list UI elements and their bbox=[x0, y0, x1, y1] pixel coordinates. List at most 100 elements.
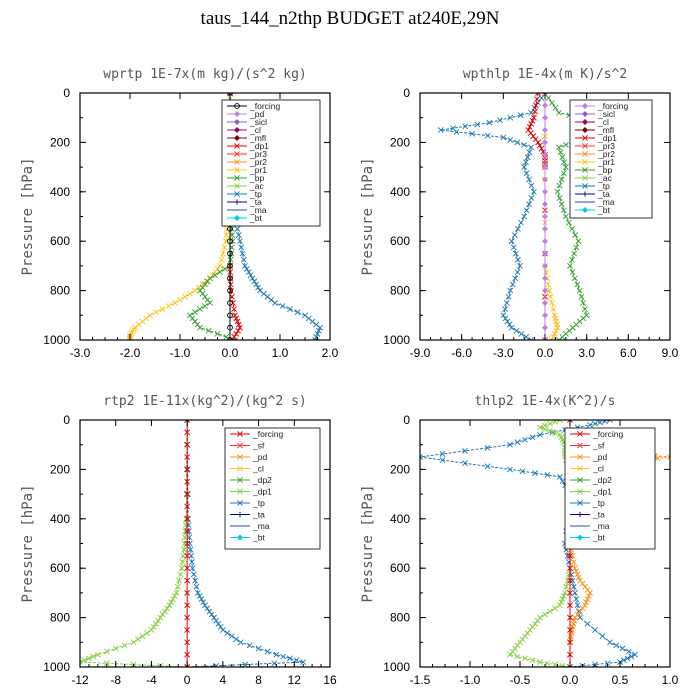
data-point bbox=[613, 642, 620, 649]
data-point bbox=[217, 269, 223, 275]
data-point bbox=[607, 639, 613, 646]
data-point bbox=[235, 327, 242, 334]
data-point bbox=[81, 657, 88, 664]
legend-marker bbox=[577, 442, 583, 449]
data-point bbox=[567, 589, 573, 596]
data-point bbox=[558, 176, 565, 183]
data-point bbox=[202, 602, 208, 609]
data-point bbox=[496, 117, 503, 124]
legend-marker bbox=[581, 206, 589, 214]
y-axis-label: Pressure [hPa] bbox=[360, 157, 376, 275]
x-tick-label: 1.0 bbox=[272, 346, 289, 360]
data-point bbox=[541, 151, 549, 158]
legend-marker bbox=[233, 126, 241, 134]
data-point bbox=[155, 617, 162, 624]
data-point bbox=[575, 574, 582, 581]
legend-marker bbox=[234, 159, 240, 165]
legend-label: _dp1 bbox=[592, 487, 612, 497]
data-point bbox=[529, 657, 536, 664]
data-point bbox=[212, 272, 218, 279]
data-point bbox=[253, 281, 260, 288]
data-point bbox=[300, 659, 307, 665]
data-point bbox=[218, 256, 225, 263]
data-point bbox=[314, 330, 321, 337]
data-point bbox=[567, 420, 573, 423]
data-point bbox=[574, 602, 581, 609]
panel-title: wprtp 1E-7x(m kg)/(s^2 kg) bbox=[103, 67, 307, 82]
data-point bbox=[541, 139, 549, 146]
y-tick-label: 400 bbox=[390, 185, 410, 199]
data-point bbox=[184, 528, 191, 535]
data-point bbox=[182, 293, 188, 300]
data-point bbox=[625, 648, 632, 655]
data-point bbox=[220, 250, 226, 257]
data-point bbox=[219, 627, 226, 633]
data-point bbox=[552, 104, 559, 111]
data-point bbox=[545, 95, 552, 101]
data-point bbox=[200, 599, 207, 606]
legend-marker bbox=[577, 454, 583, 460]
data-point bbox=[192, 577, 199, 584]
data-point bbox=[541, 225, 549, 232]
data-point bbox=[197, 324, 203, 331]
y-tick-label: 600 bbox=[390, 234, 410, 248]
y-tick-label: 800 bbox=[50, 284, 70, 298]
data-point bbox=[535, 93, 541, 96]
data-point bbox=[552, 661, 558, 667]
data-point bbox=[233, 315, 240, 322]
data-point bbox=[541, 262, 549, 269]
legend-marker bbox=[237, 511, 243, 518]
data-point bbox=[211, 614, 217, 621]
data-point bbox=[514, 653, 521, 660]
data-point bbox=[148, 627, 155, 633]
data-point bbox=[474, 121, 481, 128]
x-tick-label: -6.0 bbox=[451, 346, 472, 360]
legend-label: _forcing bbox=[252, 429, 284, 439]
legend-label: _tp bbox=[592, 498, 605, 508]
data-point bbox=[172, 300, 178, 306]
data-point bbox=[522, 436, 528, 443]
legend-marker bbox=[234, 167, 240, 173]
data-point bbox=[619, 645, 626, 652]
data-point bbox=[173, 589, 180, 596]
legend-label: _pr1 bbox=[249, 165, 267, 175]
legend-marker bbox=[577, 477, 583, 483]
data-point bbox=[188, 559, 195, 565]
data-point bbox=[506, 321, 513, 328]
data-point bbox=[144, 630, 150, 636]
legend-marker bbox=[582, 191, 588, 197]
legend-label: _bt bbox=[592, 533, 605, 543]
data-point bbox=[287, 306, 293, 313]
data-point bbox=[235, 321, 242, 328]
data-point bbox=[559, 662, 566, 667]
y-tick-label: 400 bbox=[390, 512, 410, 526]
y-tick-label: 400 bbox=[50, 185, 70, 199]
legend-label: _pd bbox=[592, 452, 607, 462]
legend-marker bbox=[582, 143, 588, 149]
data-point bbox=[179, 559, 186, 565]
data-point bbox=[205, 327, 212, 334]
data-point bbox=[607, 420, 613, 423]
data-point bbox=[279, 303, 286, 309]
legend-marker bbox=[237, 477, 243, 483]
data-point bbox=[164, 605, 170, 612]
data-point bbox=[541, 176, 549, 183]
data-point bbox=[280, 653, 287, 660]
data-point bbox=[573, 568, 580, 575]
data-point bbox=[604, 660, 611, 667]
data-point bbox=[249, 275, 256, 282]
y-tick-label: 0 bbox=[403, 86, 410, 100]
data-point bbox=[571, 275, 578, 282]
data-point bbox=[503, 300, 510, 306]
data-point bbox=[184, 466, 191, 473]
data-point bbox=[184, 664, 191, 667]
data-point bbox=[560, 593, 567, 599]
data-point bbox=[305, 315, 312, 322]
data-point bbox=[544, 660, 551, 667]
x-tick-label: -4 bbox=[146, 673, 157, 687]
data-point bbox=[620, 657, 627, 664]
data-point bbox=[567, 262, 573, 269]
data-point bbox=[546, 287, 553, 294]
data-point bbox=[180, 546, 187, 553]
data-point bbox=[184, 454, 191, 460]
